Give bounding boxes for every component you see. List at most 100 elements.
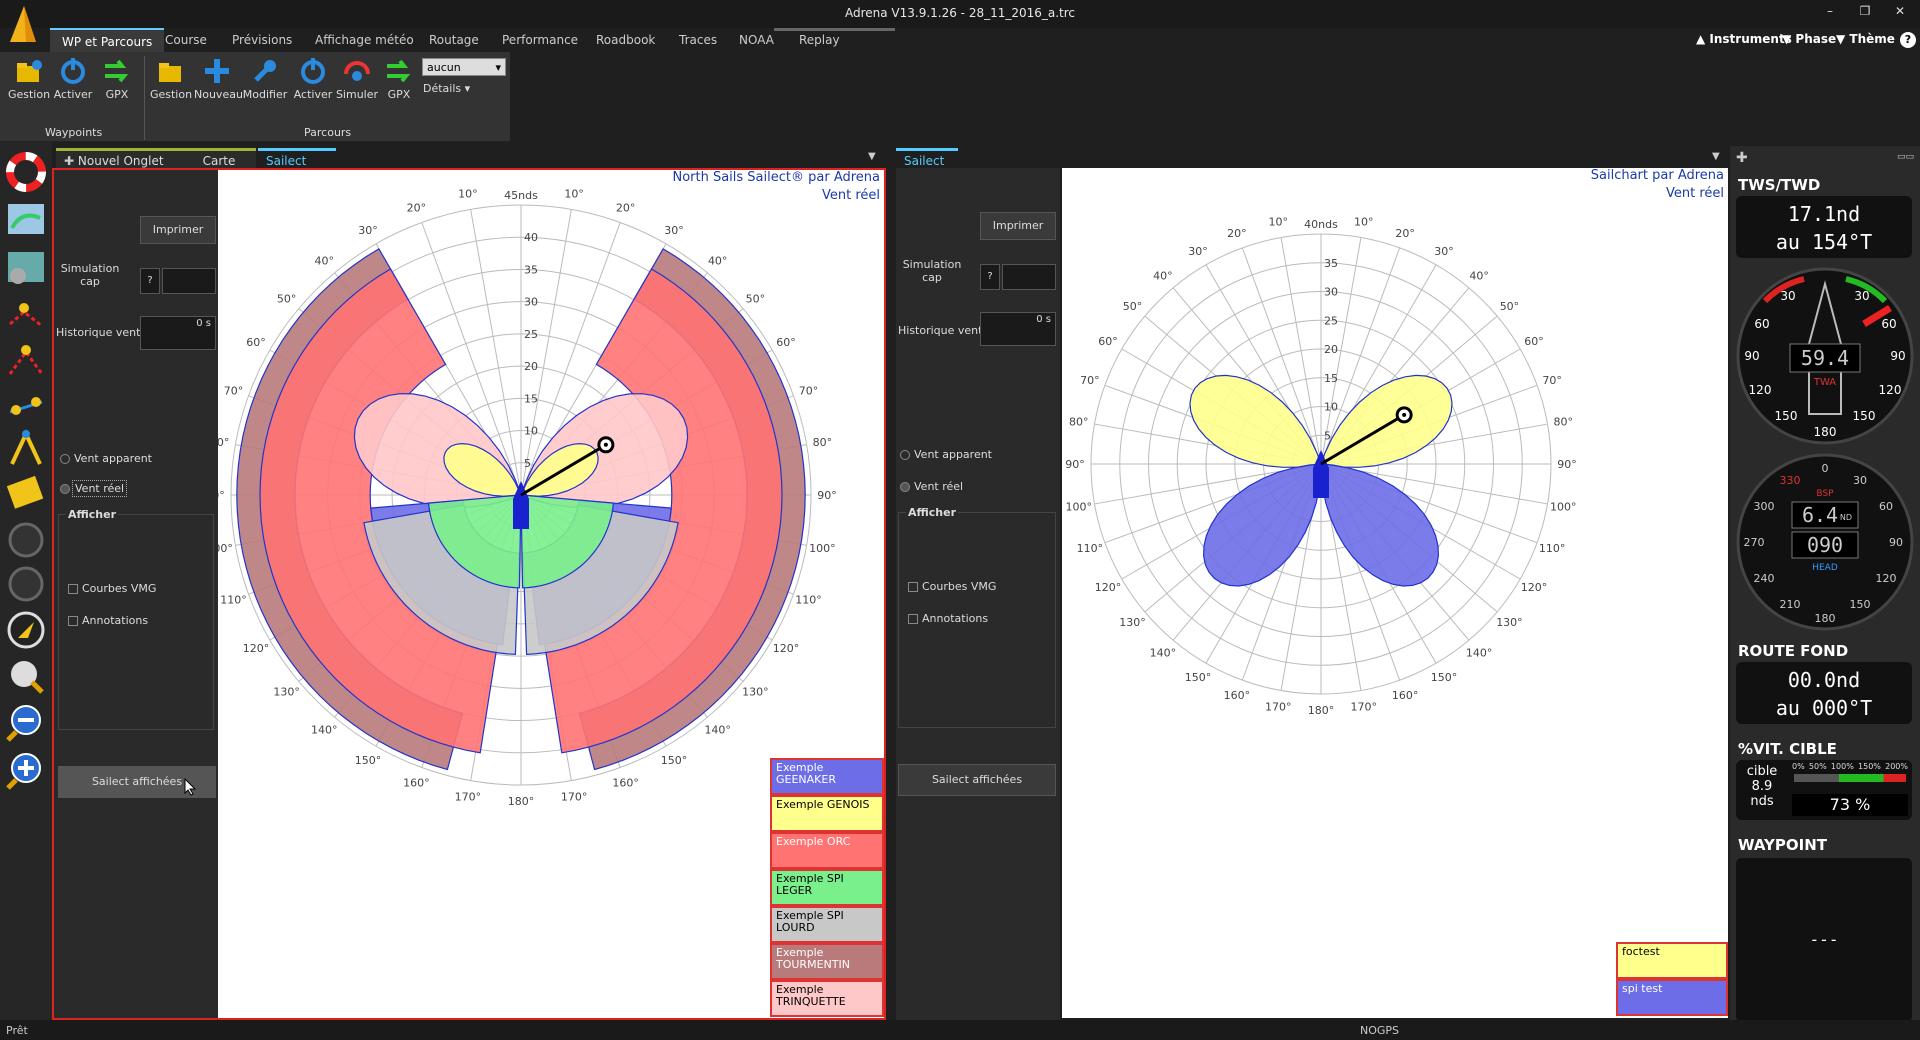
menu-theme[interactable]: ▼ Thème: [1836, 32, 1895, 46]
vit-scale-0: 0%: [1792, 762, 1805, 771]
menu-tab-replay[interactable]: Replay: [799, 33, 840, 47]
angle-label: 100°: [218, 542, 233, 555]
afficher-group: [898, 512, 1056, 728]
legend-item[interactable]: Exemple GEENAKER: [770, 758, 884, 795]
tab-nouvel-onglet[interactable]: ✚ Nouvel Onglet: [56, 148, 182, 168]
polar-spoke: [520, 209, 572, 496]
menu-tab-wp-parcours[interactable]: WP et Parcours: [50, 28, 165, 52]
menu-tab-previsions[interactable]: Prévisions: [232, 33, 293, 47]
sail-foctest: [1189, 374, 1322, 468]
simulation-cap-input[interactable]: [1002, 264, 1056, 290]
twa-tick-60r: 60: [1881, 317, 1896, 331]
twa-gauge[interactable]: 59.4 TWA 30 30 60 60 90 90 120 120 150 1…: [1734, 264, 1916, 448]
legend-item[interactable]: Exemple SPI LEGER: [770, 869, 884, 906]
radio-vent-reel[interactable]: [900, 482, 910, 492]
simulation-cap-input[interactable]: [162, 268, 216, 294]
radio-vent-reel[interactable]: [60, 484, 70, 494]
legend-item[interactable]: spi test: [1616, 979, 1728, 1016]
checkbox-annotations[interactable]: [68, 616, 78, 626]
folder-icon: [159, 63, 181, 82]
vent-apparent-label: Vent apparent: [74, 452, 152, 465]
tab-carte[interactable]: Carte: [182, 148, 256, 168]
print-button[interactable]: Imprimer: [980, 212, 1056, 240]
lifebuoy-icon[interactable]: [4, 150, 48, 194]
wp-activer-label: Activer: [53, 88, 93, 101]
restore-button[interactable]: ❐: [1859, 4, 1871, 18]
polar-plot-right[interactable]: 5 10 15 20 25 30 35 40nds 10° 10° 20° 20° 30° 30° 40° 4…: [1062, 168, 1728, 1018]
angle-label: 20°: [1395, 227, 1415, 240]
twd-direction: au 154°T: [1775, 230, 1873, 254]
legend-item[interactable]: Exemple GENOIS: [770, 795, 884, 832]
parcours-simuler-button[interactable]: Simuler: [334, 56, 380, 101]
menu-tab-traces[interactable]: Traces: [679, 33, 718, 47]
sailect-affichees-button[interactable]: Sailect affichées: [898, 764, 1056, 796]
tab-sailect[interactable]: Sailect ✕: [258, 148, 336, 188]
bsp-tick-120: 120: [1876, 572, 1897, 585]
parcours-gpx-button[interactable]: GPX: [376, 56, 422, 101]
route-edit-icon[interactable]: [4, 338, 48, 382]
route-icon[interactable]: [4, 294, 48, 338]
zoom-icon[interactable]: [4, 654, 48, 698]
settings-map-icon[interactable]: [4, 246, 48, 290]
simulation-cap-question[interactable]: ?: [140, 268, 160, 294]
angle-label: 180°: [508, 795, 535, 808]
historique-vent-input[interactable]: 0 s: [980, 312, 1056, 346]
add-instrument-icon[interactable]: ✚: [1736, 150, 1748, 166]
waypoint-heading: WAYPOINT: [1738, 836, 1828, 854]
map-icon[interactable]: [4, 198, 48, 242]
legend-item[interactable]: Exemple TRINQUETTE: [770, 980, 884, 1017]
checkbox-courbes-vmg[interactable]: [908, 582, 918, 592]
parcours-select[interactable]: aucun ▾: [422, 58, 506, 76]
simulation-cap-label: Simulation cap: [60, 262, 120, 288]
wp-gestion-button[interactable]: Gestion: [6, 56, 52, 101]
menu-phase[interactable]: ▼ Phase: [1782, 32, 1837, 46]
waypoint-display: ---: [1736, 858, 1912, 1022]
simulation-cap-question[interactable]: ?: [980, 264, 1000, 290]
panel-options-icon[interactable]: ▭▭: [1896, 152, 1914, 162]
vit-cible-unit: nds: [1750, 794, 1774, 809]
legend-item[interactable]: Exemple ORC: [770, 832, 884, 869]
menu-tab-affichage-meteo[interactable]: Affichage météo: [315, 33, 414, 47]
gauge-icon[interactable]: [4, 518, 48, 562]
menu-tab-course[interactable]: Course: [165, 33, 207, 47]
legend-item[interactable]: foctest: [1616, 942, 1728, 979]
route-link-icon[interactable]: [4, 382, 48, 426]
menu-instruments[interactable]: ▲ Instruments: [1696, 32, 1792, 46]
menu-tab-routage[interactable]: Routage: [429, 33, 479, 47]
parcours-modifier-button[interactable]: Modifier: [242, 56, 288, 101]
bsp-head-gauge[interactable]: 6.4 ND BSP 090 HEAD 0 30 60 90 120 150 1…: [1734, 450, 1916, 634]
sail-spi-test: [1320, 463, 1440, 587]
compass-draw-icon[interactable]: [4, 426, 48, 470]
tab-dropdown-icon[interactable]: ▼: [1712, 151, 1720, 162]
ruler-icon[interactable]: [4, 470, 48, 514]
menu-tab-performance[interactable]: Performance: [502, 33, 579, 47]
checkbox-courbes-vmg[interactable]: [68, 584, 78, 594]
polar-spoke: [470, 209, 522, 496]
tab-dropdown-icon[interactable]: ▼: [868, 151, 876, 162]
adrena-logo[interactable]: [6, 2, 40, 46]
parcours-activer-button[interactable]: Activer: [290, 56, 336, 101]
zoom-out-icon[interactable]: [4, 700, 48, 744]
tab-sailect-right[interactable]: Sailect ✕: [896, 148, 958, 188]
legend-item[interactable]: Exemple SPI LOURD: [770, 906, 884, 943]
dial-icon[interactable]: [4, 562, 48, 606]
menu-tab-roadbook[interactable]: Roadbook: [596, 33, 656, 47]
legend-item[interactable]: Exemple TOURMENTIN: [770, 943, 884, 980]
details-dropdown[interactable]: Détails ▾: [423, 82, 471, 95]
parcours-nouveau-button[interactable]: Nouveau: [194, 56, 243, 101]
checkbox-annotations[interactable]: [908, 614, 918, 624]
minimize-button[interactable]: –: [1827, 4, 1833, 18]
help-icon[interactable]: ?: [1900, 32, 1916, 48]
angle-label: 180°: [1308, 704, 1335, 717]
radio-vent-apparent[interactable]: [60, 454, 70, 464]
navigation-icon[interactable]: [4, 608, 48, 652]
print-button[interactable]: Imprimer: [140, 216, 216, 244]
wp-activer-button[interactable]: Activer: [50, 56, 96, 101]
historique-vent-input[interactable]: 0 s: [140, 316, 216, 350]
radio-vent-apparent[interactable]: [900, 450, 910, 460]
zoom-in-icon[interactable]: [4, 748, 48, 792]
close-button[interactable]: ✕: [1894, 4, 1906, 18]
wp-gpx-button[interactable]: GPX: [94, 56, 140, 101]
menu-tab-noaa[interactable]: NOAA: [739, 33, 774, 47]
parcours-gestion-button[interactable]: Gestion: [148, 56, 194, 101]
